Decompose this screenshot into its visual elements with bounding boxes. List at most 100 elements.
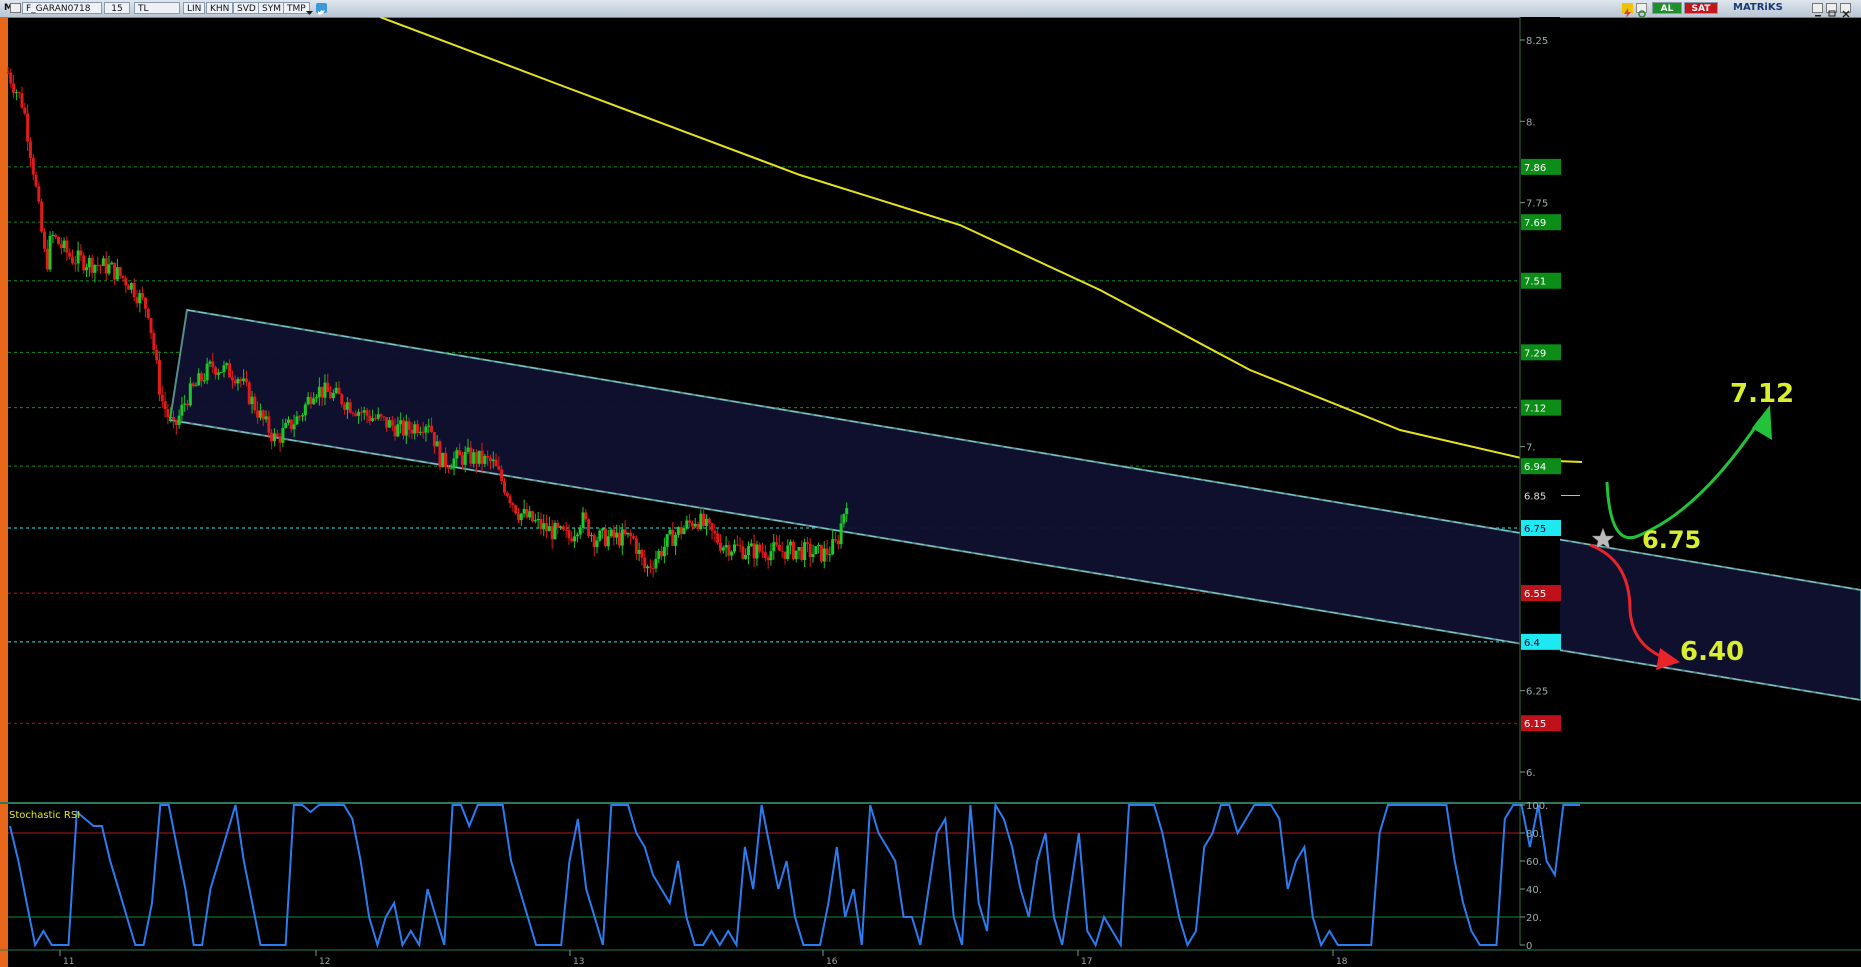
- candle-body: [502, 481, 506, 493]
- candle-body: [648, 566, 652, 569]
- candle-body: [435, 441, 439, 447]
- candle-body: [348, 402, 352, 413]
- candle-body: [828, 554, 832, 556]
- level-label-8: 6.55: [1524, 589, 1546, 600]
- candle-body: [289, 419, 293, 430]
- candle-body: [155, 349, 159, 361]
- period-field[interactable]: 15: [104, 2, 130, 14]
- price-chart[interactable]: 7.126.756.40 7.867.697.517.297.126.946.8…: [0, 17, 1861, 967]
- annotation-pullback: 6.75: [1642, 526, 1701, 554]
- candle-body: [295, 416, 299, 425]
- lin-button[interactable]: LIN: [183, 2, 206, 14]
- restore-icon[interactable]: [1826, 3, 1837, 17]
- candle-body: [82, 255, 86, 271]
- candle-body: [281, 427, 285, 443]
- buy-button[interactable]: AL: [1652, 2, 1682, 14]
- tmp-button[interactable]: TMP: [283, 2, 310, 14]
- symbol-field[interactable]: F_GARAN0718: [22, 2, 102, 14]
- channel-upper-line: [186, 309, 1861, 591]
- app-icon[interactable]: M: [4, 3, 13, 13]
- candle-body: [466, 447, 470, 452]
- dropdown-arrow-icon[interactable]: [304, 3, 315, 15]
- candle-body: [160, 394, 164, 402]
- candle-body: [564, 529, 568, 531]
- candle-body: [536, 518, 540, 521]
- candle-body: [71, 256, 75, 264]
- annotations: 7.12 6.75 6.40: [1589, 379, 1794, 670]
- moving-average: [379, 17, 1583, 463]
- twitter-bird-icon[interactable]: [316, 3, 327, 15]
- candle-body: [505, 492, 509, 497]
- candle-body: [99, 265, 103, 267]
- time-tick-label-5: 18: [1336, 957, 1348, 967]
- candle-body: [595, 540, 599, 548]
- candle-body: [250, 396, 254, 405]
- stoch-tick-label-4: 20.: [1526, 913, 1542, 924]
- candle-body: [194, 385, 198, 387]
- candle-body: [469, 447, 473, 464]
- candle-body: [20, 93, 24, 108]
- candle-body: [197, 373, 201, 386]
- candle-body: [42, 231, 46, 249]
- candle-body: [699, 513, 703, 530]
- candle-body: [368, 415, 372, 421]
- candle-body: [407, 421, 411, 430]
- candle-body: [702, 513, 706, 527]
- candle-body: [278, 436, 282, 443]
- candle-body: [104, 258, 108, 274]
- stochastic-rsi-panel: Stochastic RSI 100. 80. 60. 40. 20. 0: [0, 801, 1861, 952]
- candle-body: [603, 528, 607, 547]
- level-badge-8: [1521, 585, 1561, 602]
- candle-body: [334, 387, 338, 393]
- candle-body: [690, 522, 694, 527]
- price-tick-label-2: 7.75: [1526, 199, 1548, 210]
- level-label-1: 7.69: [1524, 218, 1546, 229]
- candle-body: [345, 402, 349, 410]
- candle-body: [214, 367, 218, 375]
- candle-body: [682, 528, 686, 535]
- candle-body: [438, 441, 442, 468]
- candles: [6, 67, 849, 578]
- candle-body: [306, 396, 310, 405]
- candle-body: [836, 540, 840, 545]
- candle-body: [402, 420, 406, 436]
- candle-body: [444, 452, 448, 468]
- candle-body: [704, 518, 708, 527]
- sym-button[interactable]: SYM: [258, 2, 285, 14]
- candle-body: [101, 258, 105, 266]
- level-badge-10: [1521, 715, 1561, 732]
- price-axis[interactable]: 7.86 7.69 7.51 7.29 7.12 6.94 6.85 6.75 6.55 6.4 6…: [1519, 17, 1561, 800]
- currency-field[interactable]: TL: [134, 2, 180, 14]
- candle-body: [477, 450, 481, 464]
- stoch-tick-label-2: 60.: [1526, 857, 1542, 868]
- refresh-icon[interactable]: [1636, 3, 1647, 18]
- candle-body: [822, 548, 826, 562]
- candle-body: [171, 416, 175, 421]
- candle-body: [6, 72, 10, 74]
- khn-button[interactable]: KHN: [206, 2, 234, 14]
- sell-button[interactable]: SAT: [1684, 2, 1718, 14]
- candle-body: [376, 414, 380, 419]
- candle-body: [362, 410, 366, 413]
- candle-body: [303, 404, 307, 416]
- candle-body: [817, 544, 821, 547]
- svd-button[interactable]: SVD: [233, 2, 260, 14]
- candle-body: [387, 420, 391, 428]
- candle-body: [371, 418, 375, 421]
- candle-body: [236, 379, 240, 384]
- price-tick-label-0: 8.25: [1526, 36, 1548, 47]
- candle-body: [842, 514, 846, 524]
- moving-average-line: [379, 17, 1583, 463]
- candle-body: [242, 378, 246, 382]
- candle-body: [488, 457, 492, 462]
- candle-body: [413, 424, 417, 434]
- close-icon[interactable]: [1840, 3, 1851, 18]
- lightning-icon[interactable]: [1622, 3, 1633, 18]
- candle-body: [166, 409, 170, 418]
- candle-body: [373, 418, 377, 420]
- candle-body: [452, 458, 456, 469]
- candle-body: [775, 542, 779, 545]
- symbol-dropdown-icon[interactable]: [10, 3, 21, 13]
- candle-body: [811, 554, 815, 558]
- minimize-icon[interactable]: [1812, 3, 1823, 17]
